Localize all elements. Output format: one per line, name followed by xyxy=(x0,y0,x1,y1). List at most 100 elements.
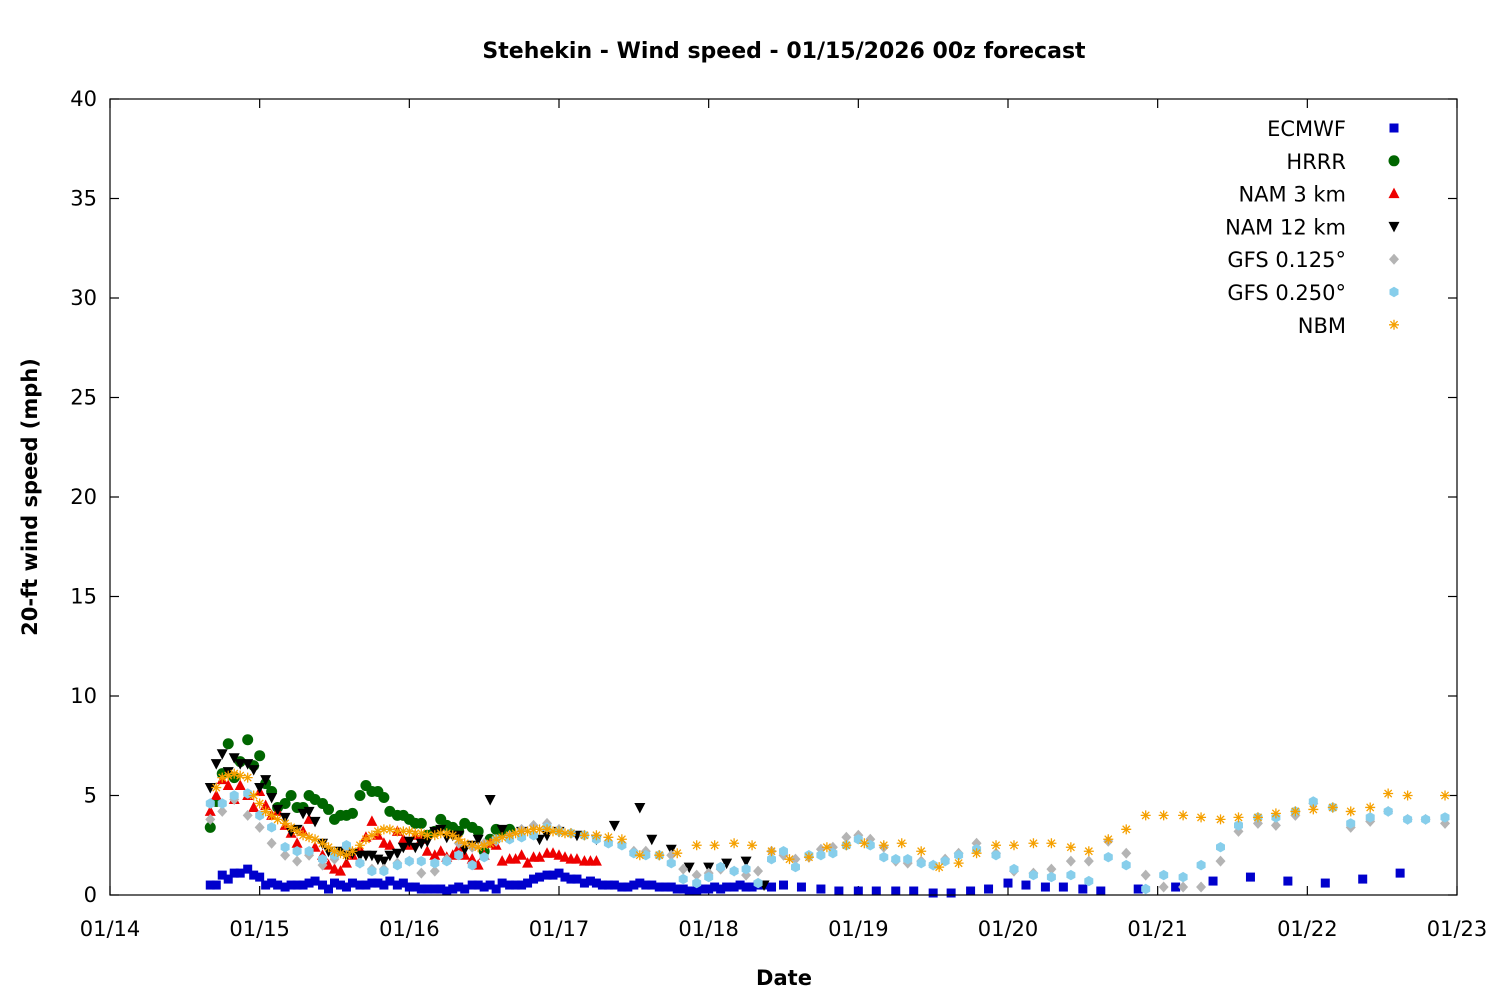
legend-label: GFS 0.250° xyxy=(1227,281,1346,305)
axis-ticks: 01/14 01/15 01/16 01/17 01/18 01/19 01/20 01/21… xyxy=(70,87,1487,941)
ecmwf-point xyxy=(385,876,395,886)
nam-12-km-point xyxy=(378,856,390,868)
nbm-point xyxy=(934,862,945,873)
gfs-0-250-point xyxy=(1383,806,1393,817)
gfs-0-250-point xyxy=(903,854,913,865)
nbm-point xyxy=(435,828,446,839)
ecmwf-point xyxy=(479,882,489,892)
hrrr-point xyxy=(323,803,335,815)
ecmwf-point xyxy=(416,884,426,894)
ecmwf-point xyxy=(373,878,383,888)
gfs-0-250-point xyxy=(217,798,227,809)
nbm-point xyxy=(491,834,502,845)
nam-3-km-point xyxy=(378,837,390,848)
nbm-point xyxy=(404,826,415,837)
nam-3-km-point xyxy=(590,855,602,866)
nam-12-km-point xyxy=(496,824,508,836)
gfs-0-250-point xyxy=(442,856,452,867)
ecmwf-point xyxy=(298,880,308,890)
ecmwf-point xyxy=(491,884,501,894)
ecmwf-point xyxy=(966,886,976,896)
ecmwf-point xyxy=(243,864,253,874)
ecmwf-point xyxy=(946,888,956,898)
ecmwf-point xyxy=(698,884,708,894)
gfs-0-250-point xyxy=(267,822,277,833)
gfs-0-125-point xyxy=(1270,819,1281,831)
ecmwf-point xyxy=(909,886,919,896)
ecmwf-point xyxy=(741,882,751,892)
x-tick-label: 01/19 xyxy=(828,917,889,941)
legend-item-nbm: NBM xyxy=(1298,314,1399,338)
nbm-point xyxy=(1252,812,1263,823)
nam-12-km-point xyxy=(740,856,752,868)
ecmwf-point xyxy=(853,886,863,896)
nam-12-km-point xyxy=(608,820,620,832)
hrrr-point xyxy=(354,790,366,801)
nbm-point xyxy=(422,830,433,841)
nbm-point xyxy=(691,840,702,851)
nam-3-km-point xyxy=(421,845,433,856)
nam-12-km-point xyxy=(415,838,427,850)
gfs-0-250-point xyxy=(716,861,726,873)
ecmwf-point xyxy=(335,880,345,890)
ecmwf-point xyxy=(1395,868,1405,878)
legend-marker-gfs-0-250 xyxy=(1389,286,1399,298)
gfs-0-250-point xyxy=(704,871,714,883)
nbm-point xyxy=(522,826,533,837)
ecmwf-point xyxy=(460,884,470,894)
ecmwf-point xyxy=(779,880,788,890)
x-tick-label: 01/16 xyxy=(379,917,440,941)
gfs-0-125-point xyxy=(205,813,216,825)
gfs-0-125-point xyxy=(1196,881,1207,893)
nam-12-km-point xyxy=(272,804,284,816)
nam-12-km-point xyxy=(683,862,695,874)
nam-3-km-point xyxy=(204,805,216,816)
legend-item-nam-3-km: NAM 3 km xyxy=(1238,183,1400,207)
gfs-0-250-point xyxy=(1196,859,1206,871)
ecmwf-point xyxy=(617,882,627,892)
nbm-point xyxy=(1196,812,1207,823)
gfs-0-125-point xyxy=(416,867,427,879)
ecmwf-point xyxy=(454,882,464,892)
nam-12-km-point xyxy=(421,836,433,848)
x-tick-label: 01/21 xyxy=(1127,917,1188,941)
nbm-point xyxy=(497,832,508,843)
ecmwf-point xyxy=(984,884,994,894)
nbm-point xyxy=(1233,812,1244,823)
nbm-point xyxy=(510,828,521,839)
ecmwf-point xyxy=(603,880,613,890)
gfs-0-125-point xyxy=(1140,869,1151,881)
gfs-0-250-point xyxy=(617,840,627,851)
legend-label: HRRR xyxy=(1286,150,1346,174)
ecmwf-point xyxy=(304,878,314,888)
ecmwf-point xyxy=(392,880,402,890)
ecmwf-point xyxy=(367,878,377,888)
x-axis-label: Date xyxy=(756,966,812,990)
nbm-point xyxy=(859,838,870,849)
legend-item-ecmwf: ECMWF xyxy=(1267,117,1399,141)
ecmwf-point xyxy=(554,868,564,878)
gfs-0-250-point xyxy=(603,838,613,849)
ecmwf-point xyxy=(716,884,726,894)
gfs-0-125-point xyxy=(691,869,702,881)
gfs-0-125-point xyxy=(280,849,291,861)
gfs-0-125-point xyxy=(1083,855,1094,867)
nam-12-km-point xyxy=(397,842,409,854)
hrrr-point xyxy=(242,734,254,746)
gfs-0-125-point xyxy=(1065,855,1076,867)
hrrr-point xyxy=(222,738,234,750)
nam-12-km-point xyxy=(366,850,378,862)
gfs-0-250-point xyxy=(1365,812,1375,823)
ecmwf-point xyxy=(635,878,645,888)
ecmwf-point xyxy=(816,884,826,894)
hrrr-point xyxy=(254,750,266,762)
nam-3-km-point xyxy=(397,833,409,844)
x-tick-label: 01/18 xyxy=(678,917,739,941)
nbm-point xyxy=(953,858,964,869)
y-tick-label: 30 xyxy=(70,286,97,310)
nam-3-km-point xyxy=(547,847,559,858)
nbm-point xyxy=(1440,790,1451,801)
series-ecmwf xyxy=(205,864,1405,898)
nbm-point xyxy=(878,840,889,851)
nbm-point xyxy=(1158,810,1169,821)
